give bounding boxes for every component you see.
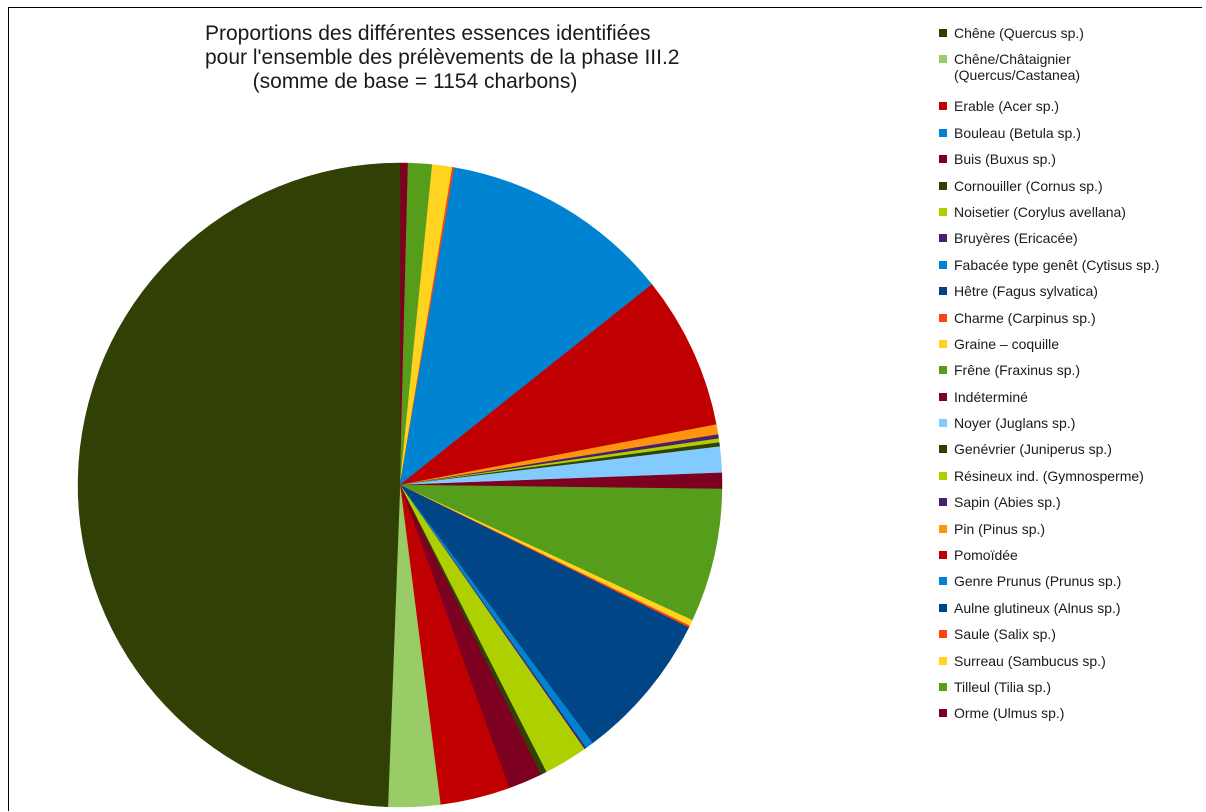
legend-item: Graine – coquille xyxy=(939,336,1204,362)
legend-item: Pomoïdée xyxy=(939,547,1204,573)
legend-item: Buis (Buxus sp.) xyxy=(939,151,1204,177)
legend-label: Charme (Carpinus sp.) xyxy=(954,309,1096,326)
legend-item: Genre Prunus (Prunus sp.) xyxy=(939,573,1204,599)
legend-label: Aulne glutineux (Alnus sp.) xyxy=(954,599,1121,616)
legend-swatch xyxy=(939,287,947,296)
legend-label: Bouleau (Betula sp.) xyxy=(954,124,1081,141)
legend-item: Chêne (Quercus sp.) xyxy=(939,25,1204,51)
legend-item: Surreau (Sambucus sp.) xyxy=(939,653,1204,679)
legend-item: Noyer (Juglans sp.) xyxy=(939,415,1204,441)
pie-slice xyxy=(399,284,717,486)
legend-label: Sapin (Abies sp.) xyxy=(954,494,1061,511)
legend-label: Chêne/Châtaignier (Quercus/Castanea) xyxy=(954,51,1081,84)
legend-item: Noisetier (Corylus avellana) xyxy=(939,204,1204,230)
legend-swatch xyxy=(939,630,947,639)
legend-swatch xyxy=(939,471,947,480)
legend-item: Hêtre (Fagus sylvatica) xyxy=(939,283,1204,309)
legend-swatch xyxy=(939,366,947,375)
chart-frame xyxy=(8,7,1202,811)
legend-label: Hêtre (Fagus sylvatica) xyxy=(954,283,1098,300)
legend-swatch xyxy=(939,102,947,111)
pie-chart xyxy=(77,162,723,808)
legend-label: Pomoïdée xyxy=(954,547,1018,564)
legend-label: Noisetier (Corylus avellana) xyxy=(954,203,1126,220)
legend-label: Erable (Acer sp.) xyxy=(954,98,1060,115)
legend-label: Pin (Pinus sp.) xyxy=(954,520,1046,537)
legend-item: Indéterminé xyxy=(939,389,1204,415)
legend-item: Pin (Pinus sp.) xyxy=(939,521,1204,547)
legend-item: Chêne/Châtaignier (Quercus/Castanea) xyxy=(939,51,1204,98)
legend-swatch xyxy=(939,260,947,269)
chart-title-line-2: pour l'ensemble des prélèvements de la p… xyxy=(205,46,680,69)
pie-slice xyxy=(399,167,653,486)
legend-label: Tilleul (Tilia sp.) xyxy=(954,678,1051,695)
legend-item: Résineux ind. (Gymnosperme) xyxy=(939,468,1204,494)
legend-item: Bruyères (Ericacée) xyxy=(939,230,1204,256)
legend-swatch xyxy=(939,55,947,64)
legend-swatch xyxy=(939,498,947,507)
legend-label: Bruyères (Ericacée) xyxy=(954,230,1078,247)
legend-label: Saule (Salix sp.) xyxy=(954,626,1056,643)
legend-label: Frêne (Fraxinus sp.) xyxy=(954,362,1081,379)
legend-swatch xyxy=(939,524,947,533)
legend-item: Bouleau (Betula sp.) xyxy=(939,125,1204,151)
legend-label: Chêne (Quercus sp.) xyxy=(954,25,1084,41)
legend-label: Résineux ind. (Gymnosperme) xyxy=(954,467,1144,484)
legend-swatch xyxy=(939,29,947,37)
legend-swatch xyxy=(939,207,947,216)
legend-label: Cornouiller (Cornus sp.) xyxy=(954,177,1103,194)
legend-swatch xyxy=(939,128,947,137)
legend-item: Genévrier (Juniperus sp.) xyxy=(939,441,1204,467)
pie-slice xyxy=(399,484,723,621)
legend-swatch xyxy=(939,313,947,322)
legend-swatch xyxy=(939,419,947,428)
legend-label: Genévrier (Juniperus sp.) xyxy=(954,441,1112,458)
legend-label: Buis (Buxus sp.) xyxy=(954,151,1056,168)
legend-swatch xyxy=(939,656,947,665)
legend-swatch xyxy=(939,234,947,243)
legend-item: Saule (Salix sp.) xyxy=(939,626,1204,652)
pie-slice xyxy=(399,484,690,744)
legend-label: Noyer (Juglans sp.) xyxy=(954,415,1076,432)
legend-swatch xyxy=(939,445,947,454)
legend-item: Tilleul (Tilia sp.) xyxy=(939,679,1204,705)
legend-item: Aulne glutineux (Alnus sp.) xyxy=(939,600,1204,626)
chart-legend: Chêne (Quercus sp.) Chêne/Châtaignier (Qu… xyxy=(939,25,1204,732)
legend-swatch xyxy=(939,155,947,164)
legend-item: Orme (Ulmus sp.) xyxy=(939,705,1204,731)
legend-label: Orme (Ulmus sp.) xyxy=(954,705,1065,722)
legend-item: Fabacée type genêt (Cytisus sp.) xyxy=(939,257,1204,283)
legend-swatch xyxy=(939,577,947,586)
legend-swatch xyxy=(939,181,947,190)
legend-swatch xyxy=(939,392,947,401)
chart-title-line-1: Proportions des différentes essences ide… xyxy=(205,22,651,45)
legend-swatch xyxy=(939,551,947,560)
legend-item: Charme (Carpinus sp.) xyxy=(939,310,1204,336)
legend-item: Erable (Acer sp.) xyxy=(939,98,1204,124)
legend-label: Fabacée type genêt (Cytisus sp.) xyxy=(954,256,1160,273)
legend-swatch xyxy=(939,603,947,612)
legend-label: Surreau (Sambucus sp.) xyxy=(954,652,1106,669)
legend-label: Graine – coquille xyxy=(954,335,1060,352)
legend-swatch xyxy=(939,682,947,691)
legend-label: Indéterminé xyxy=(954,388,1028,405)
legend-swatch xyxy=(939,709,947,718)
chart-title: Proportions des différentes essences ide… xyxy=(205,22,680,94)
pie-slice xyxy=(77,162,401,808)
legend-swatch xyxy=(939,339,947,348)
legend-item: Cornouiller (Cornus sp.) xyxy=(939,178,1204,204)
legend-item: Frêne (Fraxinus sp.) xyxy=(939,362,1204,388)
chart-title-line-3: (somme de base = 1154 charbons) xyxy=(252,70,578,93)
legend-item: Sapin (Abies sp.) xyxy=(939,494,1204,520)
legend-label: Genre Prunus (Prunus sp.) xyxy=(954,573,1122,590)
